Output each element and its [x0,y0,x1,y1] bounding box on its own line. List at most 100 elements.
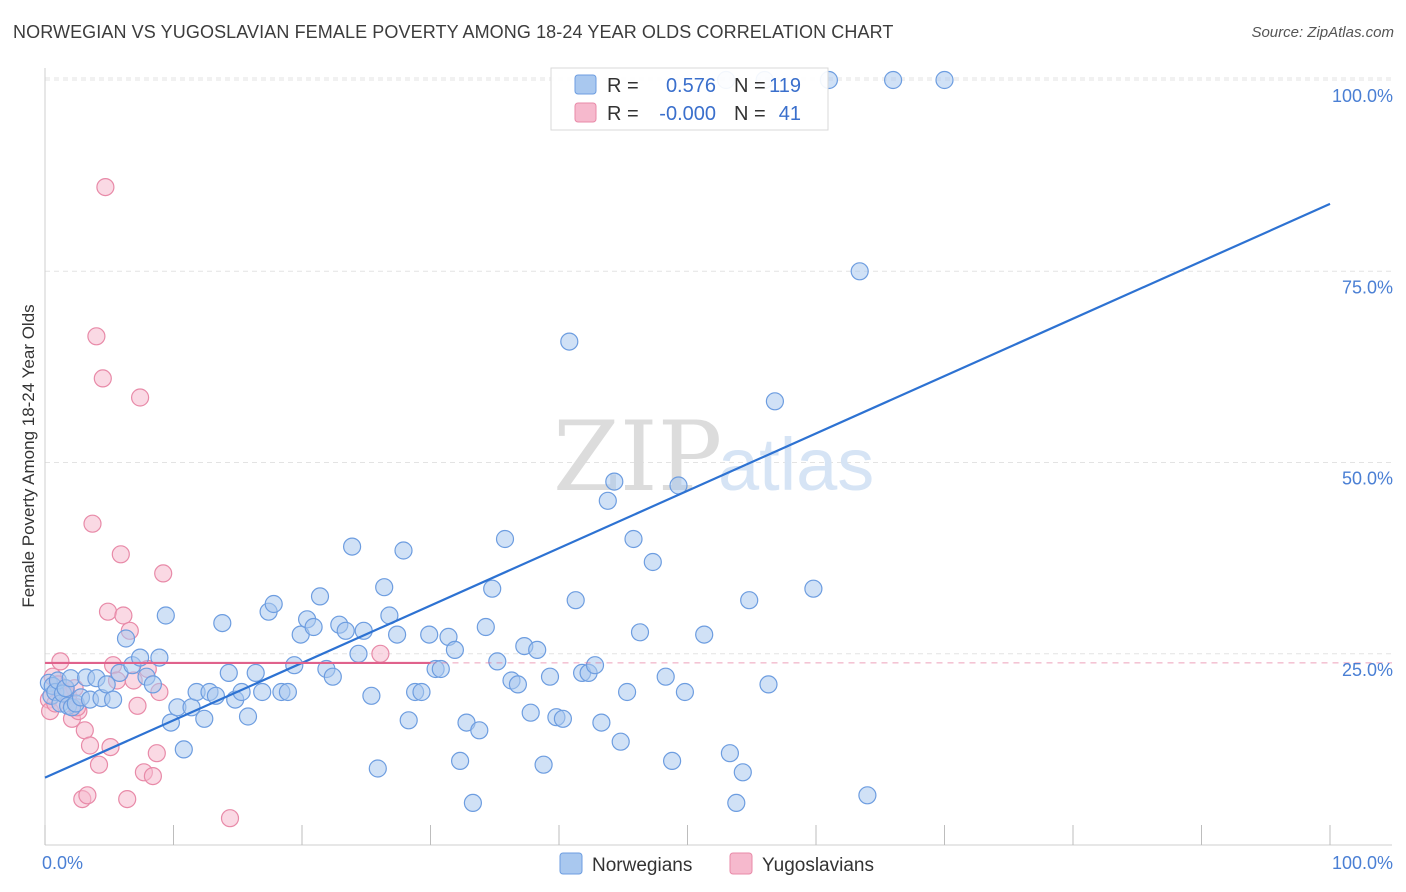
yugoslavian-point-14 [80,736,100,755]
yugoslavian-point-24 [111,545,130,564]
stats-n-value-yugoslavian: 41 [779,103,801,125]
norwegian-point-97 [611,732,630,751]
norwegian-point-88 [553,709,573,728]
norwegian-point-119 [883,70,903,90]
norwegian-point-54 [336,621,355,640]
stats-swatch-norwegian [574,74,597,95]
stats-box-frame [550,67,829,131]
yugoslavian-point-30 [131,388,150,407]
norwegian-point-95 [598,491,617,510]
norwegian-point-50 [310,587,330,606]
stats-r-value-yugoslavian: -0.000 [659,103,716,125]
norwegian-point-78 [488,652,507,671]
legend-label-norwegians: Norwegians [592,855,692,876]
yugoslavian-point-12 [75,721,94,740]
norwegian-point-101 [643,552,662,572]
norwegian-point-24 [143,675,162,694]
y-tick-label-100: 100.0% [1332,86,1393,106]
chart-source: Source: ZipAtlas.com [1251,24,1394,41]
norwegian-point-40 [246,663,265,683]
norwegian-point-86 [540,667,560,686]
legend-swatch-norwegians [559,852,583,875]
stats-swatch-yugoslavian [574,102,597,123]
norwegian-point-111 [759,675,778,694]
norwegian-point-71 [445,640,464,660]
norwegian-trend-line [44,202,1331,779]
legend-swatch-yugoslavians [729,852,753,875]
norwegian-point-45 [278,682,297,702]
norwegian-point-81 [508,675,528,694]
norwegian-point-109 [727,793,746,813]
norwegian-point-49 [304,617,323,637]
norwegian-point-110 [740,591,759,610]
norwegian-point-83 [521,703,540,722]
norwegian-point-115 [858,786,877,805]
norwegian-point-39 [238,707,258,726]
norwegian-point-89 [560,332,579,351]
yugoslavian-point-37 [220,809,240,828]
yugoslavian-point-18 [93,369,112,388]
chart-title: NORWEGIAN VS YUGOSLAVIAN FEMALE POVERTY … [13,22,894,42]
y-tick-label-25: 25.0% [1342,660,1393,680]
norwegian-point-63 [394,541,413,560]
norwegian-point-62 [388,625,407,644]
norwegian-point-69 [431,659,450,679]
norwegian-point-58 [362,686,381,705]
norwegian-point-99 [624,529,643,549]
norwegian-point-67 [420,625,439,644]
yugoslavian-point-29 [128,696,147,715]
yugoslavian-point-20 [98,602,118,621]
watermark: ZIP atlas [553,401,874,513]
yugoslavian-point-15 [83,514,102,533]
stats-r-label-yugoslavian: R = [607,103,639,125]
norwegian-point-90 [566,591,585,610]
norwegian-point-72 [451,751,470,771]
norwegian-point-59 [368,759,387,778]
stats-r-value-norwegian: 0.576 [666,75,716,97]
norwegian-point-79 [495,529,515,549]
norwegian-point-64 [399,711,418,730]
norwegian-point-66 [412,682,431,702]
yugoslavian-point-21 [101,737,120,757]
norwegian-point-85 [534,755,553,774]
yugoslavian-point-33 [143,766,162,786]
grid-layer [45,77,1392,655]
norwegian-point-105 [675,682,695,702]
norwegian-point-120 [935,70,954,90]
norwegian-point-96 [605,472,624,491]
legend: Norwegians Yugoslavians [559,852,874,876]
yugoslavian-point-16 [87,327,106,346]
stats-n-label-norwegian: N = [734,75,766,97]
norwegian-point-36 [219,663,238,683]
norwegian-point-113 [804,579,823,598]
norwegian-point-26 [156,606,175,625]
norwegian-point-43 [264,594,283,614]
norwegian-point-56 [349,644,368,663]
yugoslavian-point-26 [118,789,137,809]
watermark-zip: ZIP [553,401,722,513]
norwegian-point-112 [765,392,785,411]
norwegian-point-114 [850,262,869,281]
stats-n-value-norwegian: 119 [769,75,801,97]
y-axis-title: Female Poverty Among 18-24 Year Olds [19,304,38,607]
norwegian-point-20 [116,629,136,648]
norwegian-point-41 [253,682,272,702]
yugoslavian-point-19 [96,178,115,197]
yugoslavian-point-25 [114,606,133,625]
norwegian-point-52 [323,667,342,686]
norwegian-point-102 [656,667,675,686]
norwegian-point-84 [528,640,547,660]
norwegian-point-106 [695,625,714,644]
norwegian-point-77 [483,579,502,598]
yugoslavian-points [39,178,390,828]
watermark-atlas: atlas [718,423,874,506]
stats-box: R = 0.576 N = 119 R = -0.000 N = 41 [550,67,829,131]
norwegian-point-9 [61,669,80,688]
yugoslavian-point-36 [154,564,173,583]
norwegian-point-107 [720,744,740,763]
norwegian-point-76 [476,617,495,637]
stats-n-label-yugoslavian: N = [734,103,766,125]
norwegian-point-74 [463,793,482,813]
norwegian-point-103 [662,751,682,771]
